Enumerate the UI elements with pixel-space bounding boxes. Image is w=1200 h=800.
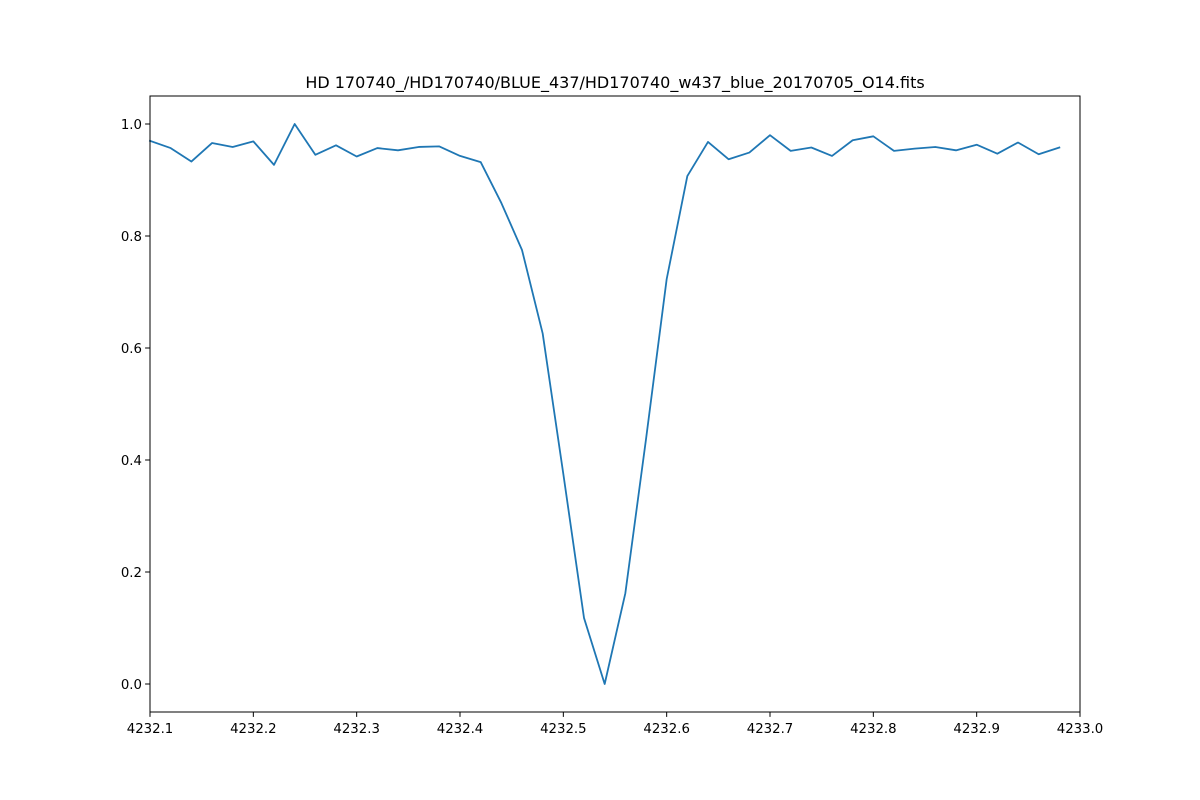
- x-tick-label: 4232.9: [953, 722, 1000, 737]
- y-tick-label: 0.2: [121, 566, 142, 581]
- x-tick-label: 4232.1: [127, 722, 174, 737]
- y-tick-label: 0.0: [121, 678, 142, 693]
- axes-frame: [149, 95, 1081, 713]
- y-tick-label: 0.8: [121, 230, 142, 245]
- y-tick-label: 1.0: [121, 118, 142, 133]
- x-tick-label: 4232.3: [333, 722, 380, 737]
- x-tick-label: 4233.0: [1057, 722, 1104, 737]
- x-tick-label: 4232.6: [643, 722, 690, 737]
- axis-ticks: 4232.1 4232.2 4232.3 4232.4 4232.5 4232.6 4232…: [121, 118, 1103, 737]
- y-tick-label: 0.4: [121, 454, 142, 469]
- x-tick-label: 4232.8: [850, 722, 897, 737]
- x-tick-label: 4232.5: [540, 722, 587, 737]
- chart-title: HD 170740_/HD170740/BLUE_437/HD170740_w4…: [305, 73, 924, 93]
- x-tick-label: 4232.7: [747, 722, 794, 737]
- x-tick-label: 4232.2: [230, 722, 277, 737]
- series-line-flux: [148, 123, 1061, 685]
- x-tick-label: 4232.4: [437, 722, 484, 737]
- series-layer: [148, 123, 1061, 685]
- y-tick-label: 0.6: [121, 342, 142, 357]
